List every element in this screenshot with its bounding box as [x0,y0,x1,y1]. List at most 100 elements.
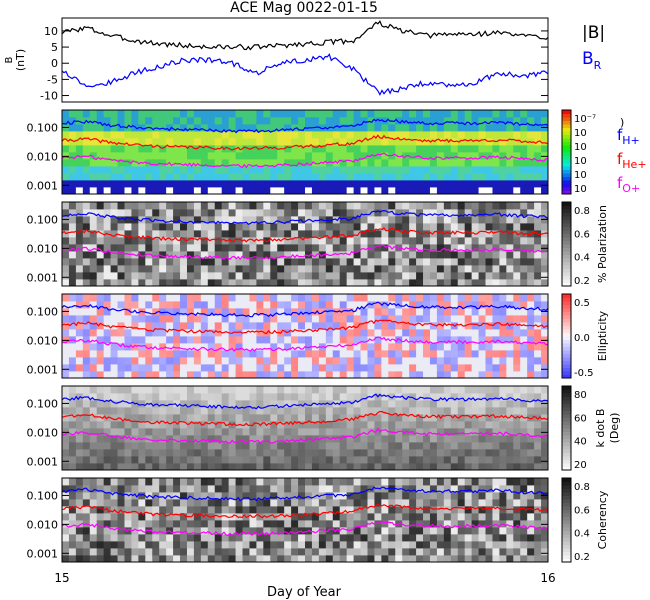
heatmap-cell [110,166,118,174]
heatmap-cell [117,294,125,302]
heatmap-cell [82,237,91,245]
heatmap-cell [457,456,466,464]
x-tick-label: 15 [54,571,69,585]
heatmap-cell [506,244,514,252]
heatmap-cell [263,492,271,500]
heatmap-cell [478,555,486,563]
heatmap-cell [180,456,188,464]
heatmap-cell [305,492,313,500]
heatmap-cell [145,548,153,556]
heatmap-cell [173,237,181,245]
heatmap-cell [485,548,493,556]
heatmap-cell [138,421,146,429]
heatmap-cell [124,485,132,493]
heatmap-cell [409,237,417,245]
heatmap-cell [152,428,160,436]
heatmap-cell [256,456,264,464]
chart-title: ACE Mag 0022-01-15 [230,0,378,16]
heatmap-cell [173,463,181,471]
heatmap-cell [298,463,306,471]
colorbar-segment [562,445,571,450]
heatmap-cell [471,145,479,153]
heatmap-cell [75,110,84,118]
heatmap-cell [235,371,243,379]
heatmap-cell [339,159,348,167]
heatmap-cell [124,258,132,266]
heatmap-cell [159,258,167,266]
heatmap-cell [131,279,139,287]
gyrofrequency-line-f_O+ [61,427,549,445]
heatmap-cell [207,456,216,464]
heatmap-cell [381,244,389,252]
heatmap-cell [346,202,354,210]
heatmap-cell [82,343,91,351]
heatmap-cell [159,244,167,252]
heatmap-cell [471,343,479,351]
heatmap-cell [416,548,424,556]
colorbar-tick-label: 0.4 [574,253,590,264]
colorbar-segment [562,322,571,326]
heatmap-cell [124,152,132,160]
heatmap-cell [242,393,250,401]
heatmap-cell [541,159,549,167]
heatmap-cell [200,159,209,167]
colorbar-segment [562,294,571,298]
heatmap-cell [527,548,535,556]
heatmap-cell [443,301,452,309]
heatmap-cell [138,131,146,139]
heatmap-cell [541,386,549,394]
heatmap-cell [318,393,327,401]
heatmap-cell [402,456,410,464]
heatmap-cell [402,223,410,231]
heatmap-cell [110,258,118,266]
heatmap-cell [186,329,195,337]
heatmap-cell [173,541,181,549]
heatmap-cell [207,237,216,245]
heatmap-cell [527,173,535,181]
heatmap-cell [520,124,528,132]
heatmap-cell [263,124,271,132]
heatmap-cell [409,442,417,450]
heatmap-cell [284,343,292,351]
heatmap-cell [318,138,327,146]
heatmap-cell [457,202,466,210]
heatmap-cell [138,555,146,563]
heatmap-cell [402,279,410,287]
heatmap-cell [186,371,195,379]
heatmap-cell [173,442,181,450]
heatmap-cell [145,478,153,486]
colorbar-segment [562,159,571,163]
heatmap-cell [492,216,500,224]
heatmap-cell [284,421,292,429]
heatmap-cell [124,237,132,245]
heatmap-cell [166,209,174,217]
colorbar-label-unit: (Deg) [608,413,621,444]
heatmap-cell [416,322,424,330]
heatmap-cell [207,541,216,549]
heatmap-cell [138,265,146,273]
heatmap-cell [388,343,396,351]
heatmap-cell [284,265,292,273]
heatmap-cell [311,513,320,521]
heatmap-cell [89,343,98,351]
heatmap-cell [193,435,202,443]
colorbar-segment [562,205,571,210]
heatmap-cell [429,555,438,563]
heatmap-cell [291,131,299,139]
heatmap-cell [180,520,188,528]
heatmap-cell [242,258,250,266]
heatmap-cell [249,145,257,153]
heatmap-cell [131,442,139,450]
heatmap-cell [374,506,382,514]
heatmap-cell [180,548,188,556]
heatmap-cell [131,534,139,542]
heatmap-cell [207,265,216,273]
heatmap-cell [527,336,535,344]
heatmap-cell [457,350,466,358]
heatmap-cell [541,173,549,181]
heatmap-cell [471,414,479,422]
heatmap-cell [221,294,230,302]
heatmap-cell [145,357,153,365]
heatmap-cell [492,407,500,415]
heatmap-cell [416,294,424,302]
